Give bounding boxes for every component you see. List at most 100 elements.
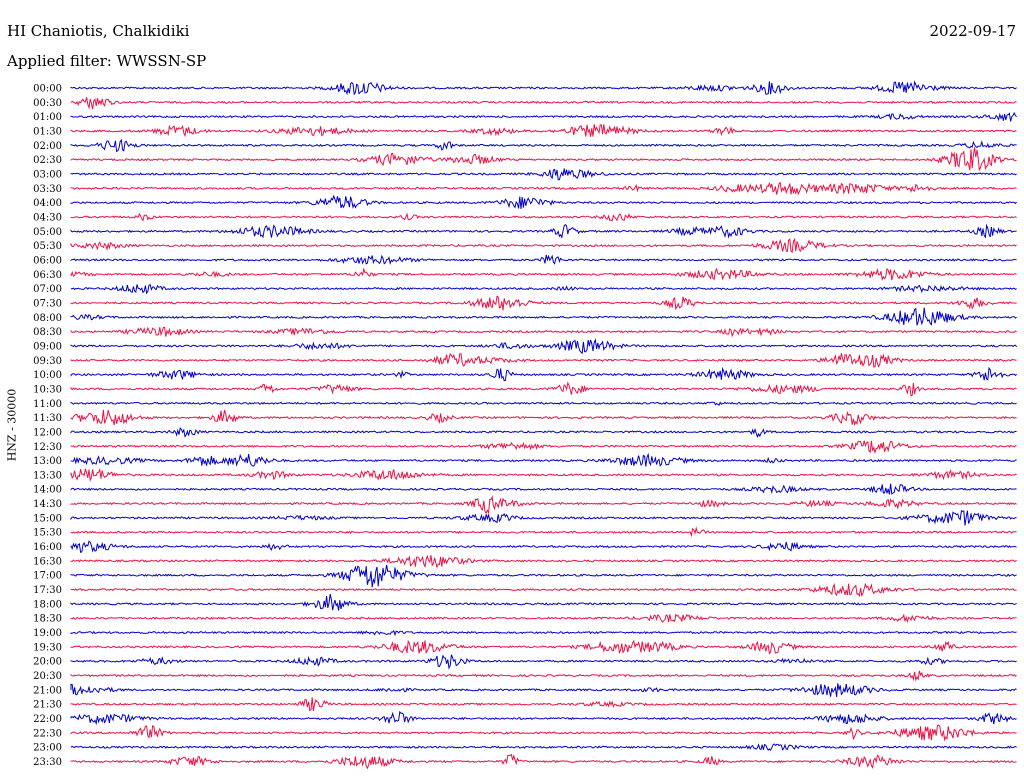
time-label: 06:30 [33, 270, 62, 281]
trace-line [70, 564, 1017, 588]
time-label: 05:00 [33, 227, 62, 238]
trace-line [70, 427, 1017, 439]
filter-label: Applied filter: WWSSN-SP [7, 52, 207, 70]
time-label: 16:00 [33, 542, 62, 553]
trace-line [70, 582, 1017, 598]
trace-line [70, 80, 1017, 96]
trace-line [70, 111, 1017, 122]
trace-line [70, 683, 1017, 697]
time-label: 09:30 [33, 356, 62, 367]
trace-line [70, 138, 1017, 153]
time-label: 15:30 [33, 528, 62, 539]
time-label: 09:00 [33, 341, 62, 352]
time-label: 03:30 [33, 184, 62, 195]
time-label: 10:30 [33, 384, 62, 395]
time-label: 06:00 [33, 255, 62, 266]
time-label: 14:00 [33, 485, 62, 496]
trace-line [70, 254, 1017, 266]
trace-group [70, 80, 1017, 770]
trace-line [70, 194, 1017, 210]
trace-line [70, 295, 1017, 311]
time-label: 04:30 [33, 212, 62, 223]
time-label: 03:00 [33, 169, 62, 180]
time-label: 08:30 [33, 327, 62, 338]
time-label: 19:30 [33, 642, 62, 653]
time-label: 21:30 [33, 700, 62, 711]
trace-line [70, 168, 1017, 181]
trace-line [70, 670, 1017, 682]
time-label-group: 00:00 00:30 01:00 01:30 02:00 02:30 03:00 03:30… [33, 84, 62, 769]
time-label: 16:30 [33, 556, 62, 567]
time-label: 22:00 [33, 714, 62, 725]
trace-line [70, 307, 1017, 326]
time-label: 10:00 [33, 370, 62, 381]
trace-line [70, 654, 1017, 670]
time-label: 17:30 [33, 585, 62, 596]
trace-line [70, 710, 1017, 726]
time-label: 23:00 [33, 743, 62, 754]
trace-line [70, 509, 1017, 526]
time-label: 12:30 [33, 442, 62, 453]
station-title: HI Chaniotis, Chalkidiki [7, 22, 190, 40]
trace-line [70, 613, 1017, 624]
time-label: 08:00 [33, 313, 62, 324]
trace-line [70, 338, 1017, 355]
time-label: 00:00 [33, 84, 62, 95]
time-label: 13:00 [33, 456, 62, 467]
trace-line [70, 483, 1017, 495]
time-label: 11:30 [33, 413, 62, 424]
time-label: 18:30 [33, 614, 62, 625]
trace-line [70, 639, 1017, 655]
time-label: 00:30 [33, 98, 62, 109]
time-label: 20:00 [33, 657, 62, 668]
trace-line [70, 743, 1017, 752]
trace-line [70, 381, 1017, 397]
trace-line [70, 353, 1017, 368]
trace-line [70, 724, 1017, 742]
time-label: 21:00 [33, 685, 62, 696]
time-label: 11:00 [33, 399, 62, 410]
trace-line [70, 554, 1017, 569]
time-label: 20:30 [33, 671, 62, 682]
time-label: 04:00 [33, 198, 62, 209]
trace-line [70, 593, 1017, 611]
time-label: 13:30 [33, 470, 62, 481]
trace-line [70, 181, 1017, 196]
time-label: 23:30 [33, 757, 62, 768]
trace-line [70, 326, 1017, 338]
trace-line [70, 540, 1017, 553]
trace-line [70, 147, 1017, 171]
trace-line [70, 409, 1017, 426]
time-label: 02:00 [33, 141, 62, 152]
time-label: 17:00 [33, 571, 62, 582]
time-label: 07:30 [33, 298, 62, 309]
trace-line [70, 284, 1017, 295]
time-label: 02:30 [33, 155, 62, 166]
trace-line [70, 237, 1017, 254]
trace-line [70, 697, 1017, 712]
trace-line [70, 401, 1017, 406]
date-label: 2022-09-17 [929, 22, 1016, 40]
trace-line [70, 223, 1017, 239]
trace-line [70, 629, 1017, 637]
trace-line [70, 753, 1017, 770]
trace-line [70, 366, 1017, 382]
trace-line [70, 467, 1017, 483]
time-label: 18:00 [33, 599, 62, 610]
trace-line [70, 526, 1017, 538]
trace-line [70, 452, 1017, 467]
trace-line [70, 97, 1017, 110]
time-label: 14:30 [33, 499, 62, 510]
time-label: 22:30 [33, 728, 62, 739]
time-label: 07:00 [33, 284, 62, 295]
time-label: 01:00 [33, 112, 62, 123]
time-label: 19:00 [33, 628, 62, 639]
time-label: 05:30 [33, 241, 62, 252]
time-label: 01:30 [33, 126, 62, 137]
time-label: 15:00 [33, 513, 62, 524]
trace-line [70, 495, 1017, 515]
trace-line [70, 124, 1017, 138]
time-label: 12:00 [33, 427, 62, 438]
trace-line [70, 440, 1017, 455]
